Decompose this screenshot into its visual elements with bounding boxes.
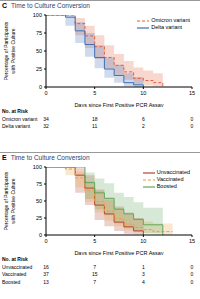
html-text:Boosted: Boosted [2, 278, 21, 285]
svg-text:with Positive Culture: with Positive Culture [10, 28, 16, 74]
svg-text:25: 25 [36, 66, 42, 72]
svg-text:Days since First Positive PCR: Days since First Positive PCR Assay [74, 250, 163, 255]
html-text:Time to Culture Conversion: Time to Culture Conversion [10, 154, 90, 161]
svg-text:0: 0 [39, 84, 42, 90]
html-text:6: 6 [141, 115, 145, 122]
html-text:0: 0 [190, 278, 194, 285]
svg-text:25: 25 [36, 215, 42, 221]
html-text:Unvaccinated: Unvaccinated [2, 263, 33, 270]
html-text:15: 15 [91, 271, 98, 277]
html-text:E: E [2, 154, 7, 161]
html-text:32: 32 [43, 123, 49, 129]
svg-text:50: 50 [36, 198, 42, 204]
svg-text:5: 5 [93, 90, 96, 96]
html-text:Omicron variant: Omicron variant [151, 17, 190, 23]
svg-text:100: 100 [33, 12, 42, 18]
html-text:Delta variant: Delta variant [151, 24, 183, 30]
svg-text:50: 50 [36, 48, 42, 54]
html-text:0: 0 [190, 271, 194, 277]
html-text:1: 1 [141, 263, 145, 270]
svg-text:75: 75 [36, 30, 42, 36]
html-text:7: 7 [93, 278, 96, 285]
html-text:No. at Risk: No. at Risk [2, 256, 28, 262]
html-text:Omicron variant: Omicron variant [2, 115, 38, 122]
html-text:4: 4 [141, 278, 145, 285]
html-text:No. at Risk: No. at Risk [2, 108, 28, 114]
html-text:Vaccinated: Vaccinated [156, 176, 184, 182]
svg-text:15: 15 [189, 238, 192, 244]
svg-text:0: 0 [39, 232, 42, 238]
svg-text:100: 100 [33, 164, 42, 170]
html-text:2: 2 [141, 123, 145, 129]
svg-text:Days since First Positive PCR: Days since First Positive PCR Assay [74, 102, 163, 107]
html-text:Delta variant: Delta variant [2, 123, 31, 129]
html-text:3: 3 [141, 271, 145, 277]
html-text:Boosted: Boosted [156, 183, 177, 189]
html-text:0: 0 [190, 263, 194, 270]
html-text:13: 13 [43, 278, 49, 285]
svg-text:10: 10 [140, 90, 146, 96]
html-text:16: 16 [43, 263, 49, 270]
html-text:34: 34 [43, 115, 49, 122]
html-text:C: C [2, 2, 8, 9]
svg-text:10: 10 [140, 238, 146, 244]
svg-text:75: 75 [36, 181, 42, 187]
html-text:0: 0 [190, 115, 194, 122]
svg-text:5: 5 [93, 238, 96, 244]
html-text:7: 7 [93, 263, 96, 270]
svg-text:0: 0 [44, 238, 47, 244]
html-text:37: 37 [43, 271, 49, 277]
html-text:0: 0 [190, 123, 194, 129]
svg-text:0: 0 [44, 90, 47, 96]
html-text:Unvaccinated: Unvaccinated [156, 169, 190, 175]
html-text:Time to Culture Conversion: Time to Culture Conversion [11, 2, 90, 9]
svg-text:15: 15 [189, 90, 192, 96]
html-text:11: 11 [92, 123, 98, 129]
html-text:Vaccinated: Vaccinated [2, 271, 27, 277]
svg-text:with Positive Culture: with Positive Culture [10, 178, 16, 224]
html-text:18: 18 [91, 115, 98, 122]
